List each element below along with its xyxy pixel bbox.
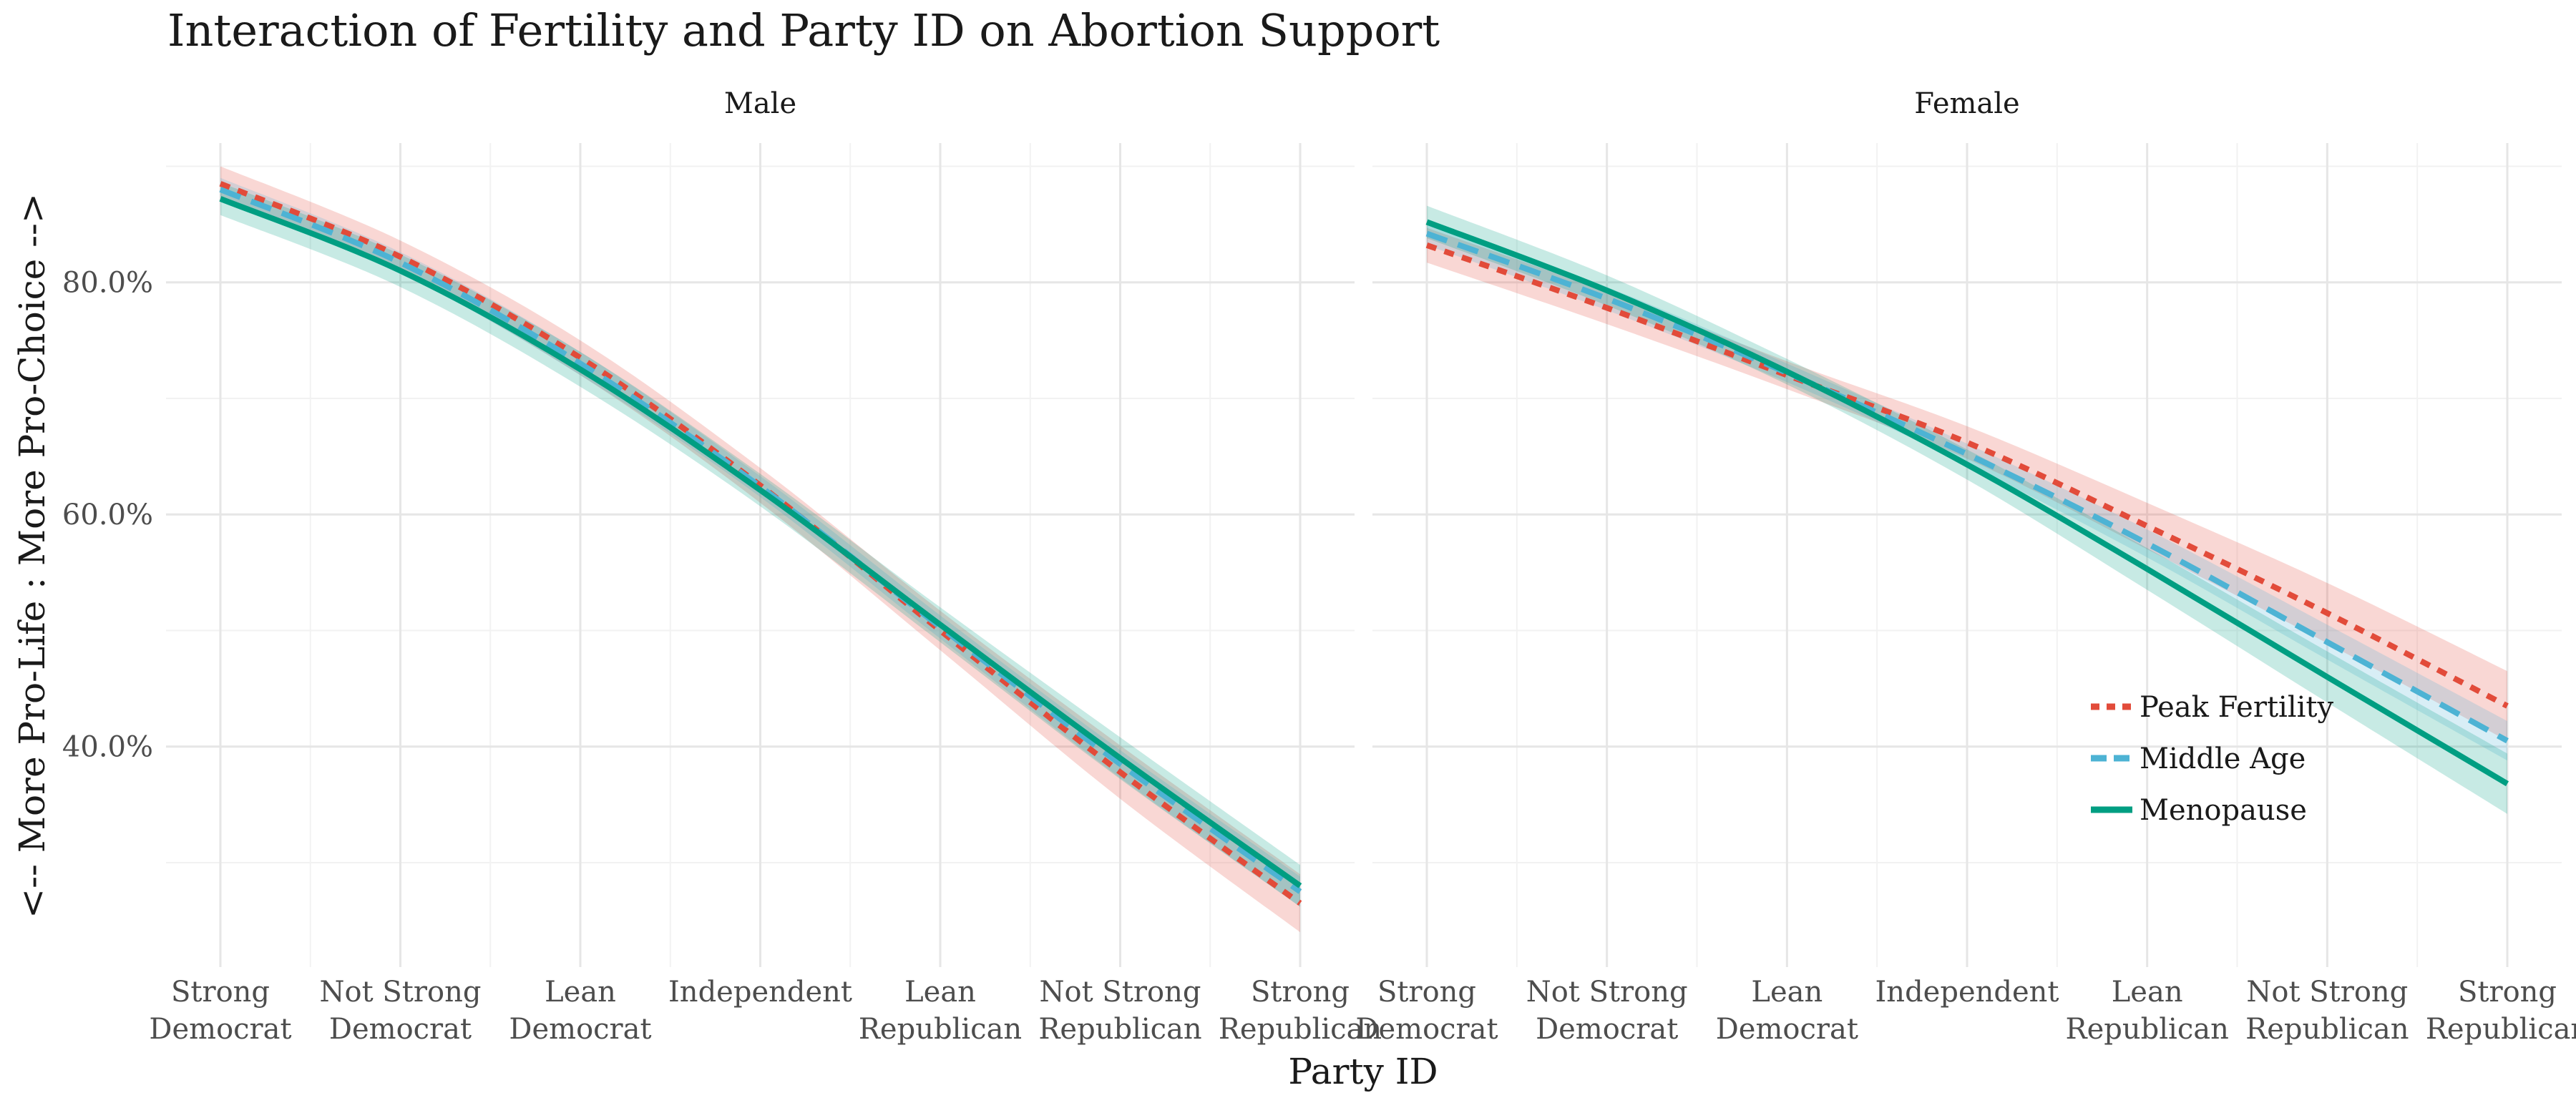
legend-item-peak-fertility: Peak Fertility [2091, 691, 2333, 724]
x-tick-label: Independent [668, 976, 852, 1009]
x-tick-label: Lean Democrat [1716, 976, 1858, 1046]
x-tick-label: Strong Republican [1219, 976, 1382, 1046]
x-tick-label: Strong Democrat [149, 976, 291, 1046]
legend-item-middle-age: Middle Age [2091, 742, 2306, 775]
y-tick-label: 40.0% [62, 731, 153, 764]
series-line-middle-age [1425, 230, 2509, 744]
ribbon-middle-age [1427, 222, 2507, 761]
ribbon-menopause [1427, 205, 2507, 814]
legend-label: Peak Fertility [2140, 691, 2333, 724]
panel-male: Male 40.0% 60.0% 80.0% Strong Democrat Not Str… [62, 87, 1382, 1046]
series-line-menopause [1425, 219, 2509, 787]
x-tick-label: Strong Republican [2426, 976, 2576, 1046]
series-line-middle-age [219, 187, 1302, 894]
legend-label: Menopause [2140, 794, 2307, 827]
chart-title: Interaction of Fertility and Party ID on… [167, 4, 1440, 57]
x-tick-label: Not Strong Democrat [1526, 976, 1688, 1046]
legend-item-menopause: Menopause [2091, 794, 2307, 827]
x-tick-label: Not Strong Democrat [320, 976, 482, 1046]
series-line-peak-fertility [219, 181, 1302, 906]
panel-strip-label: Male [724, 87, 796, 120]
ribbon-menopause [220, 182, 1300, 907]
x-tick-label: Lean Democrat [509, 976, 651, 1046]
x-axis-title: Party ID [1288, 1051, 1438, 1092]
y-axis-title: <-- More Pro-Life : More Pro-Choice --> [11, 193, 53, 918]
panel-strip-label: Female [1914, 87, 2019, 120]
x-tick-label: Lean Republican [2065, 976, 2228, 1046]
series-line-menopause [219, 196, 1302, 888]
ribbon-peak-fertility [1427, 227, 2507, 741]
x-tick-label: Not Strong Republican [2245, 976, 2409, 1046]
x-tick-label: Strong Democrat [1355, 976, 1498, 1046]
panel-female: Female Strong Democrat Not Strong Democrat Le… [1355, 87, 2576, 1046]
x-tick-label: Not Strong Republican [1038, 976, 1201, 1046]
legend-label: Middle Age [2140, 742, 2306, 775]
x-tick-label: Independent [1875, 976, 2059, 1009]
legend: Peak Fertility Middle Age Menopause [2091, 691, 2333, 827]
series-line-peak-fertility [1425, 242, 2509, 709]
y-tick-label: 80.0% [62, 267, 153, 300]
panels: Male 40.0% 60.0% 80.0% Strong Democrat Not Str… [62, 87, 2576, 1046]
y-tick-label: 60.0% [62, 499, 153, 531]
x-tick-label: Lean Republican [859, 976, 1022, 1046]
